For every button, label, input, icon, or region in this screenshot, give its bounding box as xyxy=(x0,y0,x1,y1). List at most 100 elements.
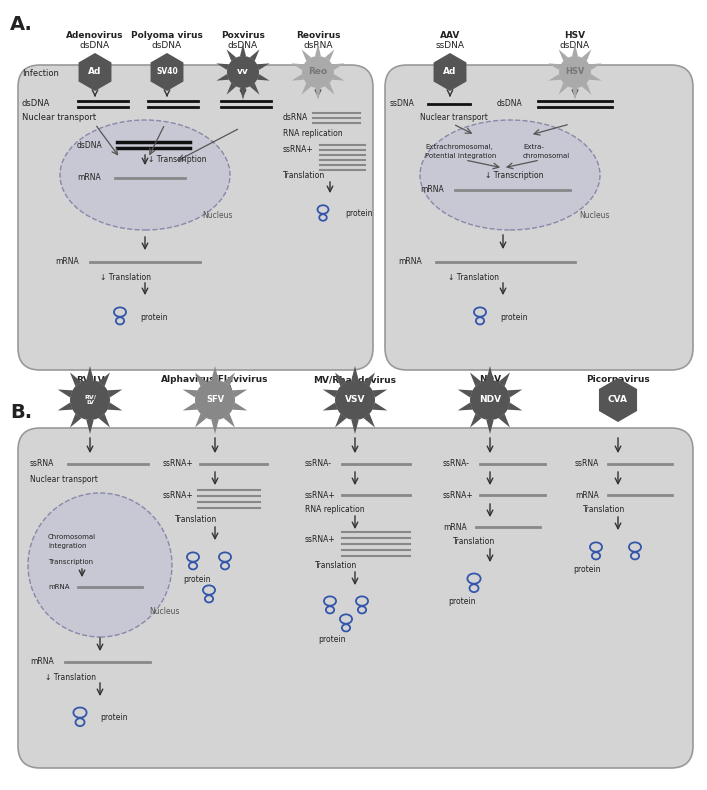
Text: ssRNA-: ssRNA- xyxy=(305,460,332,468)
Text: ssRNA+: ssRNA+ xyxy=(163,491,194,499)
Polygon shape xyxy=(599,378,637,422)
Text: RV/
LV: RV/ LV xyxy=(84,394,96,405)
Polygon shape xyxy=(240,44,246,56)
Polygon shape xyxy=(457,403,472,411)
Polygon shape xyxy=(216,63,229,70)
FancyBboxPatch shape xyxy=(18,428,693,768)
Text: dsDNA: dsDNA xyxy=(228,42,258,51)
Text: protein: protein xyxy=(448,597,476,607)
Text: RV/LV: RV/LV xyxy=(76,375,105,385)
Polygon shape xyxy=(325,83,334,95)
Text: ssRNA+: ssRNA+ xyxy=(305,491,336,499)
Text: ssRNA: ssRNA xyxy=(476,386,504,394)
Polygon shape xyxy=(572,88,578,100)
Polygon shape xyxy=(470,373,481,386)
Text: Extra-: Extra- xyxy=(523,144,544,150)
Polygon shape xyxy=(151,53,183,91)
Ellipse shape xyxy=(60,120,230,230)
Text: HSV: HSV xyxy=(566,67,585,77)
Text: protein: protein xyxy=(573,566,600,574)
Text: Potential integration: Potential integration xyxy=(425,153,496,159)
Text: Nucleus: Nucleus xyxy=(149,608,180,616)
Polygon shape xyxy=(98,414,110,427)
Polygon shape xyxy=(315,44,321,56)
Polygon shape xyxy=(508,389,522,397)
Polygon shape xyxy=(107,389,122,397)
Text: dsRNA: dsRNA xyxy=(303,42,333,51)
Polygon shape xyxy=(223,373,235,386)
Text: A.: A. xyxy=(10,15,33,34)
Text: ↓ Transcription: ↓ Transcription xyxy=(485,171,544,180)
Polygon shape xyxy=(572,44,578,56)
Text: mRNA: mRNA xyxy=(420,186,444,194)
Polygon shape xyxy=(257,63,269,70)
Polygon shape xyxy=(508,403,522,411)
Text: Nucleus: Nucleus xyxy=(579,210,609,220)
Polygon shape xyxy=(363,373,375,386)
Text: dsDNA: dsDNA xyxy=(560,42,590,51)
Polygon shape xyxy=(363,414,375,427)
Polygon shape xyxy=(332,74,344,81)
Polygon shape xyxy=(195,373,206,386)
Text: dsDNA: dsDNA xyxy=(152,42,182,51)
Text: mRNA: mRNA xyxy=(55,258,78,266)
Text: ssRNA+: ssRNA+ xyxy=(305,535,336,544)
Ellipse shape xyxy=(420,120,600,230)
Circle shape xyxy=(335,380,375,420)
Polygon shape xyxy=(589,74,602,81)
Text: B.: B. xyxy=(10,403,32,422)
Text: ssDNA: ssDNA xyxy=(436,42,464,51)
Polygon shape xyxy=(182,389,197,397)
Text: ↓ Translation: ↓ Translation xyxy=(448,273,499,281)
Polygon shape xyxy=(98,373,110,386)
Text: Poxvirus: Poxvirus xyxy=(221,32,265,40)
Polygon shape xyxy=(233,403,247,411)
Text: SFV: SFV xyxy=(206,396,224,404)
Polygon shape xyxy=(335,414,346,427)
Text: ssRNA+: ssRNA+ xyxy=(163,460,194,468)
Text: Translation: Translation xyxy=(583,506,625,514)
Text: HSV: HSV xyxy=(564,32,585,40)
Text: Translation: Translation xyxy=(283,171,325,180)
Text: dsDNA: dsDNA xyxy=(497,100,522,108)
Text: Infection: Infection xyxy=(22,69,59,77)
Polygon shape xyxy=(351,366,358,380)
Text: mRNA: mRNA xyxy=(575,491,599,499)
Text: mRNA: mRNA xyxy=(398,258,422,266)
Circle shape xyxy=(470,380,510,420)
Text: NDV: NDV xyxy=(479,375,501,385)
Polygon shape xyxy=(486,419,493,434)
Text: VSV: VSV xyxy=(345,396,366,404)
Text: ssRNA+: ssRNA+ xyxy=(443,491,474,499)
Polygon shape xyxy=(240,88,246,100)
Text: SV40: SV40 xyxy=(156,67,178,77)
Polygon shape xyxy=(78,53,112,91)
Text: mRNA: mRNA xyxy=(443,522,467,532)
Polygon shape xyxy=(58,389,73,397)
Text: Translation: Translation xyxy=(175,516,217,525)
Polygon shape xyxy=(291,63,304,70)
Text: Translation: Translation xyxy=(315,560,357,570)
Polygon shape xyxy=(70,373,81,386)
Text: dsRNA: dsRNA xyxy=(283,114,308,122)
Text: protein: protein xyxy=(140,313,168,322)
Polygon shape xyxy=(582,49,592,61)
Polygon shape xyxy=(498,414,510,427)
Text: Adenovirus: Adenovirus xyxy=(66,32,124,40)
Polygon shape xyxy=(195,414,206,427)
Text: ssDNA: ssDNA xyxy=(390,100,415,108)
Text: Nuclear transport: Nuclear transport xyxy=(420,114,488,122)
Text: ↓ Translation: ↓ Translation xyxy=(100,273,151,281)
Text: protein: protein xyxy=(318,635,346,645)
Circle shape xyxy=(227,56,259,88)
Text: dsDNA: dsDNA xyxy=(77,141,103,149)
Polygon shape xyxy=(322,389,337,397)
Polygon shape xyxy=(457,389,472,397)
Text: RNA replication: RNA replication xyxy=(305,505,365,514)
Polygon shape xyxy=(373,403,387,411)
Polygon shape xyxy=(332,63,344,70)
Text: protein: protein xyxy=(183,575,211,585)
Polygon shape xyxy=(486,366,493,380)
Polygon shape xyxy=(58,403,73,411)
Text: +ssRNA: +ssRNA xyxy=(197,386,233,394)
